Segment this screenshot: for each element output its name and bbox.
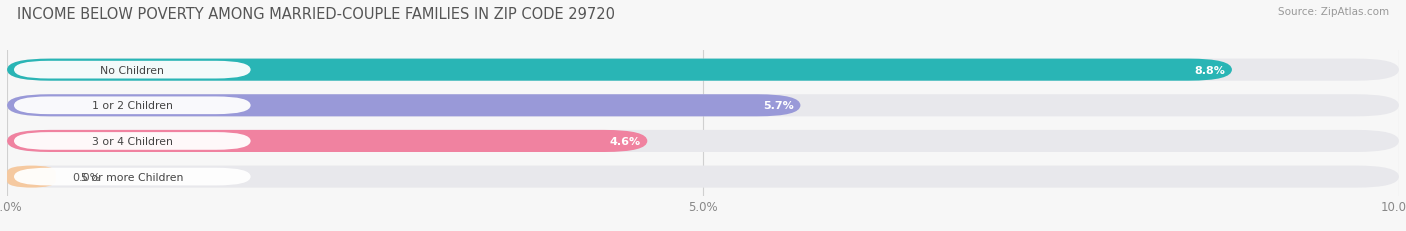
FancyBboxPatch shape xyxy=(7,59,1232,81)
Text: 5 or more Children: 5 or more Children xyxy=(82,172,184,182)
FancyBboxPatch shape xyxy=(7,130,1399,152)
FancyBboxPatch shape xyxy=(7,166,1399,188)
Text: 8.8%: 8.8% xyxy=(1194,65,1225,75)
FancyBboxPatch shape xyxy=(7,59,1399,81)
Text: INCOME BELOW POVERTY AMONG MARRIED-COUPLE FAMILIES IN ZIP CODE 29720: INCOME BELOW POVERTY AMONG MARRIED-COUPL… xyxy=(17,7,614,22)
FancyBboxPatch shape xyxy=(7,95,1399,117)
Text: 5.7%: 5.7% xyxy=(762,101,793,111)
FancyBboxPatch shape xyxy=(7,95,800,117)
Text: No Children: No Children xyxy=(100,65,165,75)
FancyBboxPatch shape xyxy=(14,61,250,79)
FancyBboxPatch shape xyxy=(7,130,647,152)
Text: 3 or 4 Children: 3 or 4 Children xyxy=(91,136,173,146)
FancyBboxPatch shape xyxy=(14,97,250,115)
FancyBboxPatch shape xyxy=(14,168,250,186)
Text: 0.0%: 0.0% xyxy=(73,172,101,182)
FancyBboxPatch shape xyxy=(7,166,56,188)
Text: Source: ZipAtlas.com: Source: ZipAtlas.com xyxy=(1278,7,1389,17)
FancyBboxPatch shape xyxy=(14,133,250,150)
Text: 4.6%: 4.6% xyxy=(609,136,640,146)
Text: 1 or 2 Children: 1 or 2 Children xyxy=(91,101,173,111)
